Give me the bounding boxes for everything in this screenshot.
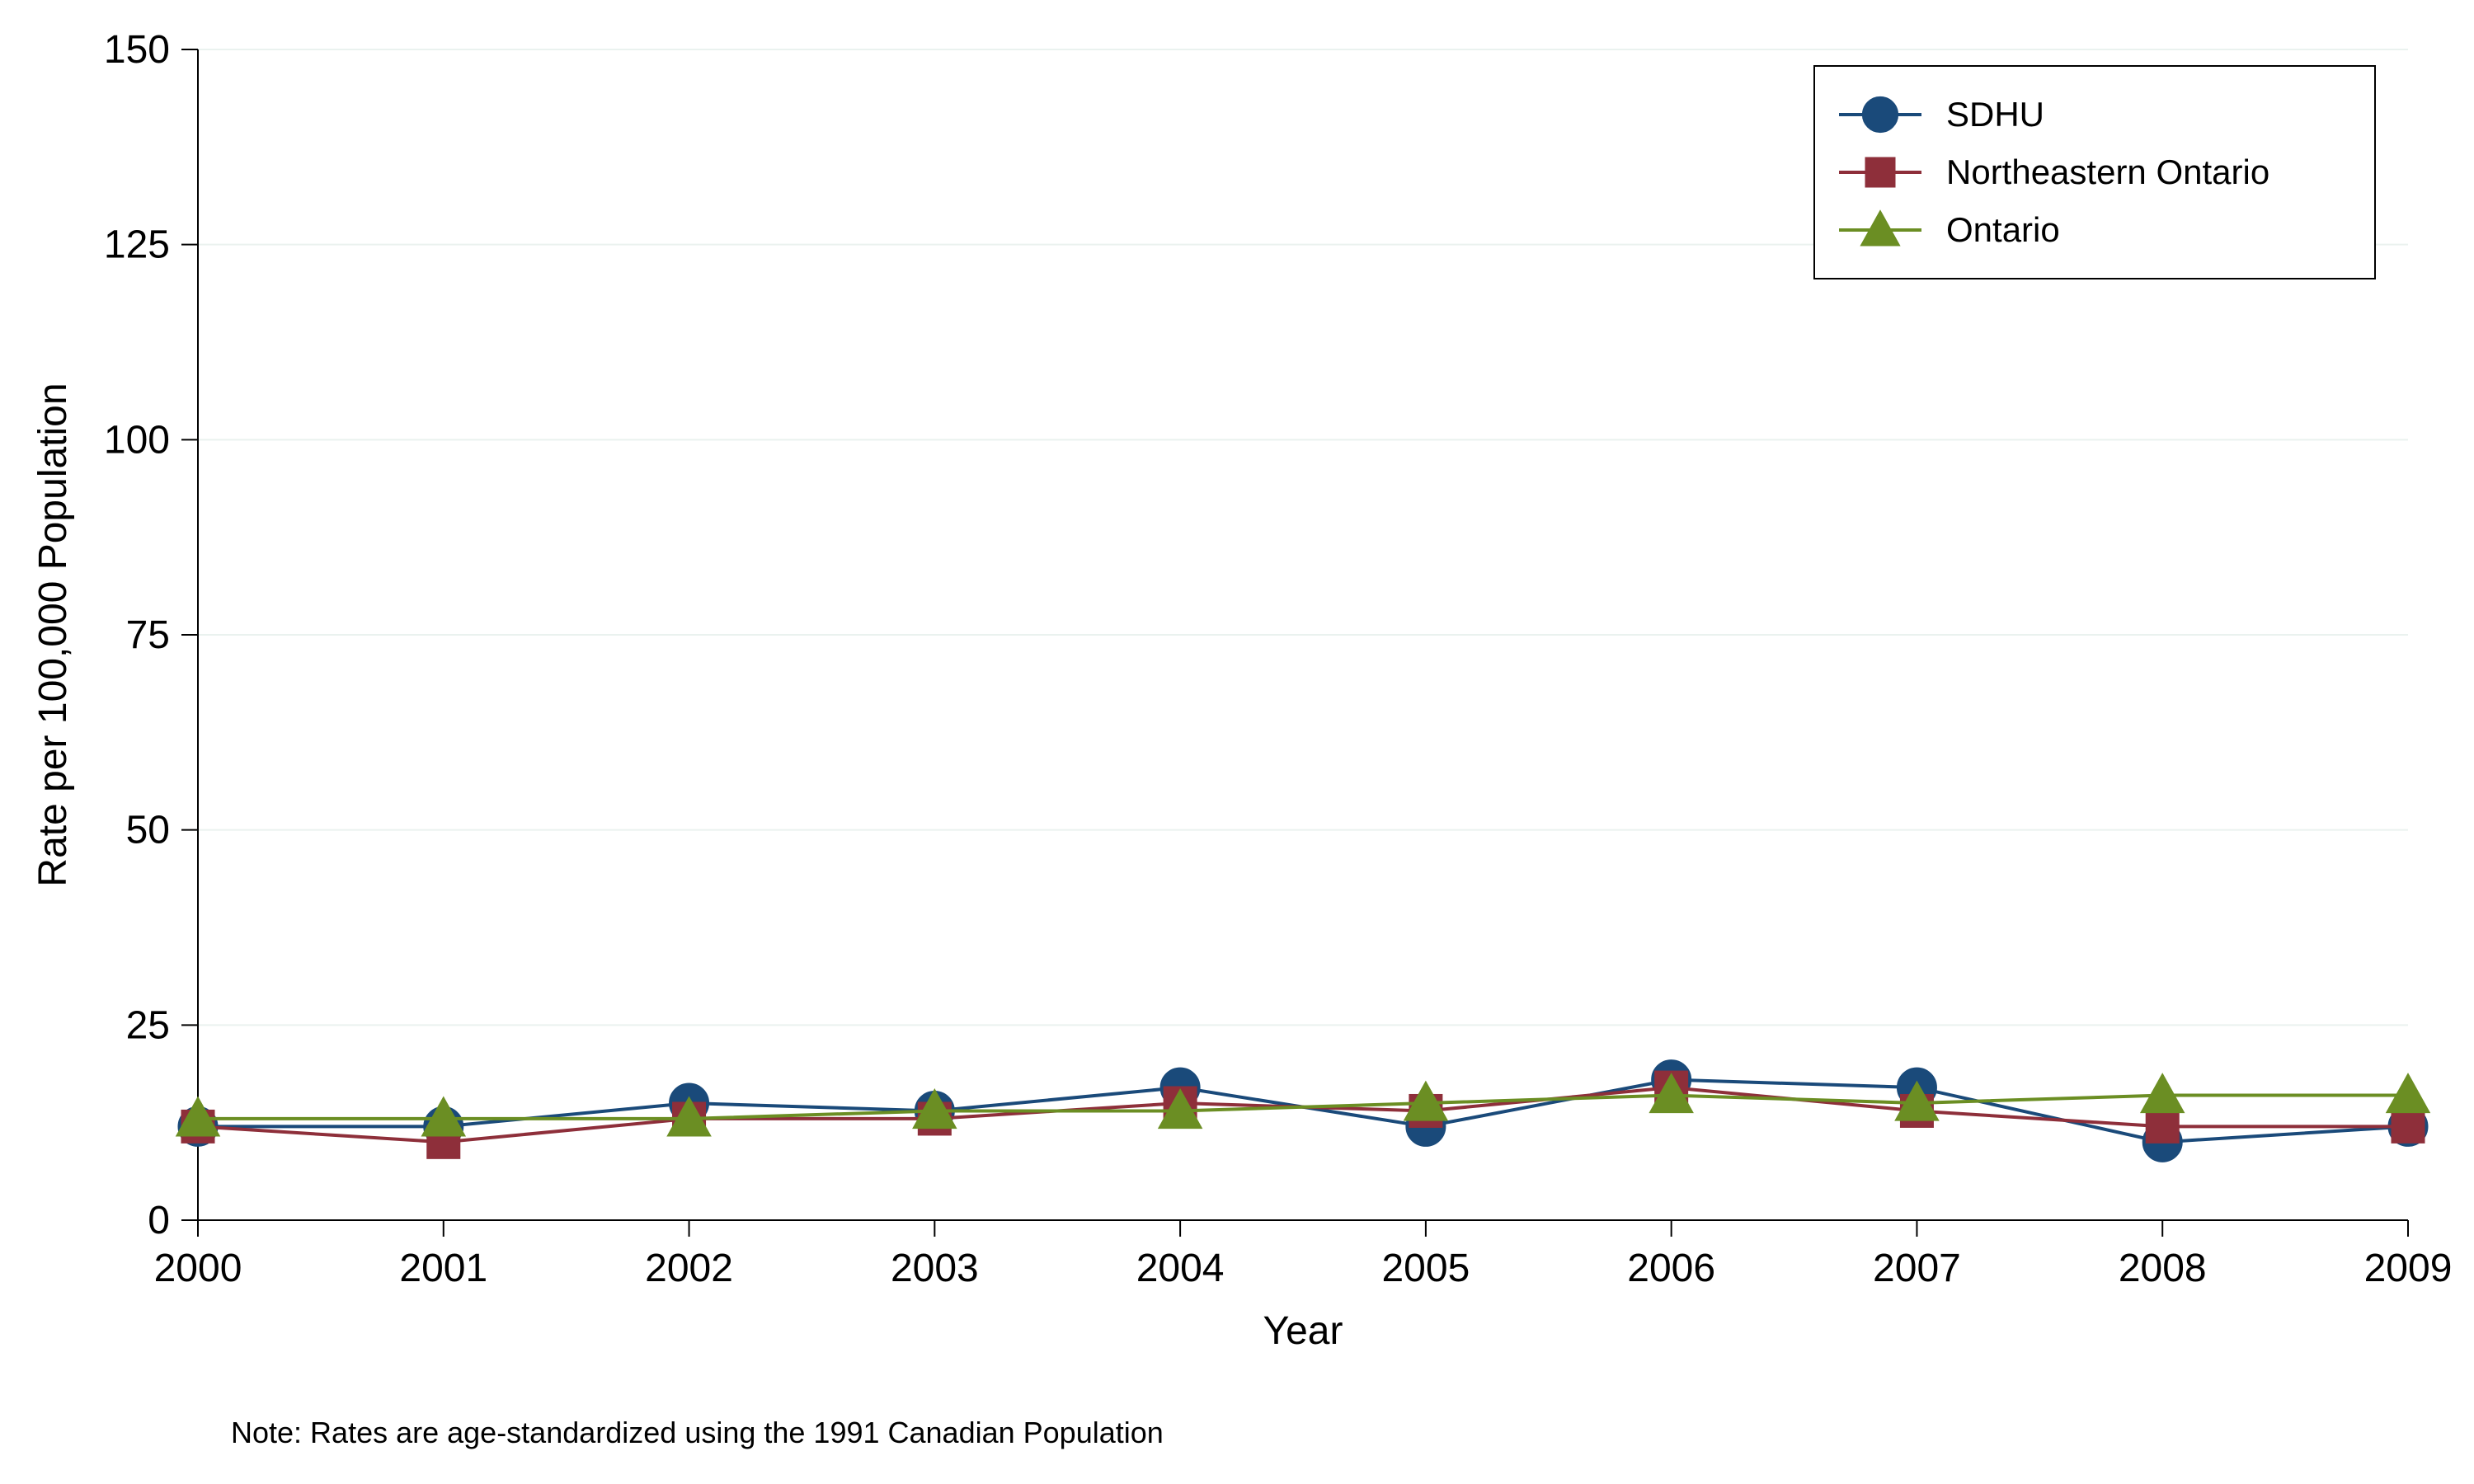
- footnote: Note: Rates are age-standardized using t…: [231, 1416, 1164, 1449]
- y-tick-label: 25: [126, 1003, 170, 1047]
- chart-container: 2000 2001 2002 2003 2004 2005 2006 2007 2008 2009…: [0, 0, 2474, 1484]
- y-tick-label: 75: [126, 613, 170, 657]
- x-tick-label: 2001: [399, 1247, 487, 1290]
- x-tick-label: 2009: [2364, 1247, 2453, 1290]
- rate-chart: 2000 2001 2002 2003 2004 2005 2006 2007 2008 2009…: [0, 0, 2474, 1484]
- x-tick-label: 2000: [154, 1247, 242, 1290]
- y-tick-label: 0: [148, 1199, 170, 1242]
- x-tick-label: 2006: [1627, 1247, 1715, 1290]
- x-tick-label: 2002: [645, 1247, 733, 1290]
- legend-label: Ontario: [1946, 210, 2060, 249]
- x-tick-label: 2005: [1381, 1247, 1470, 1290]
- legend-label: SDHU: [1946, 95, 2044, 134]
- y-tick-label: 50: [126, 809, 170, 852]
- y-tick-label: 150: [104, 28, 170, 72]
- x-tick-label: 2003: [891, 1247, 979, 1290]
- legend-label: Northeastern Ontario: [1946, 153, 2269, 191]
- x-axis-label: Year: [1263, 1309, 1343, 1353]
- x-tick-label: 2004: [1136, 1247, 1225, 1290]
- legend: SDHU Northeastern Ontario Ontario: [1814, 66, 2375, 279]
- x-tick-label: 2008: [2119, 1247, 2207, 1290]
- y-axis-label: Rate per 100,000 Population: [31, 383, 75, 886]
- y-tick-label: 100: [104, 418, 170, 462]
- x-tick-label: 2007: [1873, 1247, 1961, 1290]
- y-tick-label: 125: [104, 223, 170, 267]
